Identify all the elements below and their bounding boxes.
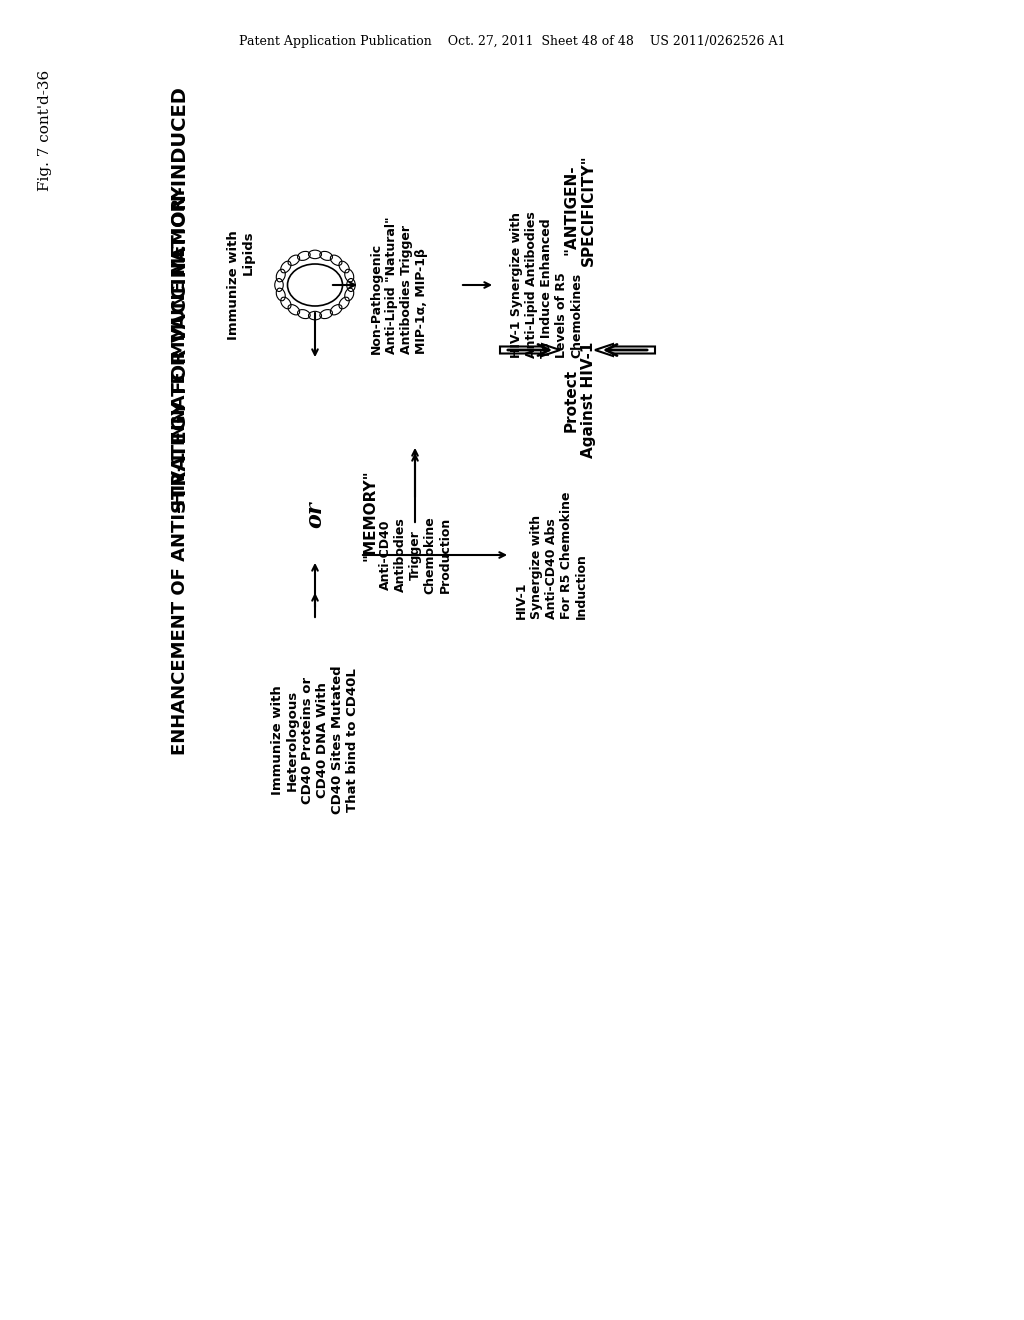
Text: "MEMORY": "MEMORY": [362, 469, 378, 561]
Text: HIV-1
Synergize with
Anti-CD40 Abs
For R5 Chemokine
Induction: HIV-1 Synergize with Anti-CD40 Abs For R…: [515, 491, 588, 619]
Text: Protect
Against HIV-1: Protect Against HIV-1: [564, 342, 596, 458]
Text: "ANTIGEN-
SPECIFICITY": "ANTIGEN- SPECIFICITY": [564, 154, 596, 265]
Text: Immunize with
Lipids: Immunize with Lipids: [227, 230, 255, 339]
Text: HIV-1 Synergize with
Anti-Lipid Antibodies
To Induce Enhanced
Levels of R5
Chemo: HIV-1 Synergize with Anti-Lipid Antibodi…: [510, 211, 583, 358]
Text: Anti-CD40
Antibodies
Trigger
Chemokine
Production: Anti-CD40 Antibodies Trigger Chemokine P…: [379, 516, 452, 594]
Text: Non-Pathogenic
Anti-Lipid "Natural"
Antibodies Trigger
MIP-1α, MIP-1β: Non-Pathogenic Anti-Lipid "Natural" Anti…: [370, 216, 428, 354]
Text: Immunize with
Heterologous
CD40 Proteins or
CD40 DNA With
CD40 Sites Mutated
Tha: Immunize with Heterologous CD40 Proteins…: [271, 665, 359, 814]
Text: ENHANCEMENT OF ANTI-HIV-1 INNATE IMMUNE MEMORY: ENHANCEMENT OF ANTI-HIV-1 INNATE IMMUNE …: [171, 185, 189, 755]
Text: Fig. 7 cont'd-36: Fig. 7 cont'd-36: [38, 70, 52, 190]
Text: or: or: [304, 502, 326, 528]
Text: Patent Application Publication    Oct. 27, 2011  Sheet 48 of 48    US 2011/02625: Patent Application Publication Oct. 27, …: [239, 36, 785, 48]
Text: STRATEGY FOR VACCINATION-INDUCED: STRATEGY FOR VACCINATION-INDUCED: [171, 87, 189, 513]
